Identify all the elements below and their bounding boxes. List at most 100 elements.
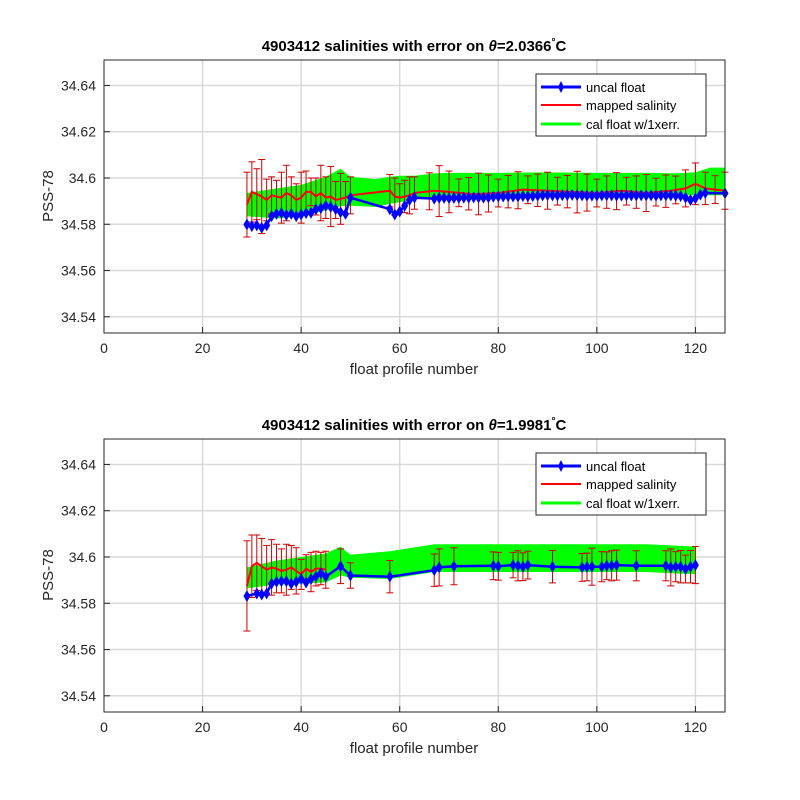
uncal-float-point (558, 189, 566, 202)
legend-mapped-label: mapped salinity (586, 477, 677, 492)
uncal-float-point (549, 560, 556, 573)
uncal-float-point (657, 189, 665, 202)
legend-uncal-marker (558, 81, 564, 93)
legend-mapped-label: mapped salinity (586, 98, 677, 113)
axes-frame (103, 59, 726, 334)
y-tick-label: 34.6 (69, 549, 96, 565)
y-tick-label: 34.54 (61, 309, 96, 325)
x-tick-label: 100 (585, 340, 609, 356)
x-tick-label: 60 (392, 340, 408, 356)
uncal-float-point (519, 560, 527, 573)
uncal-float-point (608, 189, 616, 202)
uncal-float-point (337, 206, 345, 219)
y-tick-label: 34.62 (61, 503, 96, 519)
y-axis-label: PSS-78 (40, 170, 57, 222)
y-tick-label: 34.62 (61, 124, 96, 140)
axes-frame (103, 438, 726, 713)
x-tick-label: 20 (195, 340, 211, 356)
uncal-float-point (514, 190, 522, 203)
uncal-float-point (282, 209, 290, 222)
uncal-float-point (411, 191, 418, 204)
uncal-float-point (475, 191, 483, 204)
y-tick-label: 34.54 (61, 688, 96, 704)
uncal-float-point (489, 559, 497, 572)
y-tick-label: 34.6 (69, 170, 96, 186)
uncal-float-point (637, 189, 645, 202)
uncal-float-point (618, 189, 625, 202)
uncal-float-point (563, 189, 571, 202)
uncal-float-point (489, 190, 497, 203)
uncal-float-point (583, 560, 591, 573)
uncal-float-point (277, 207, 285, 220)
mapped-salinity-line (245, 561, 327, 587)
uncal-float-point (322, 570, 330, 583)
uncal-float-point (435, 191, 443, 204)
uncal-float-point (627, 189, 635, 202)
uncal-float-point (460, 191, 468, 204)
uncal-float-point (440, 191, 448, 204)
uncal-float-point (682, 563, 690, 576)
uncal-float-point (662, 189, 670, 202)
uncal-float-point (534, 189, 542, 202)
chart-panel-bottom: 4903412 salinities with error on θ=1.998… (40, 416, 726, 757)
uncal-float-point (287, 207, 295, 220)
uncal-float-point (484, 191, 492, 204)
uncal-float-point (327, 200, 335, 213)
uncal-float-point (263, 219, 271, 232)
uncal-float-point (632, 189, 640, 202)
uncal-float-point (691, 192, 699, 205)
y-ticks: 34.54 34.56 34.58 34.6 34.62 34.64 (61, 456, 110, 704)
x-tick-label: 0 (100, 719, 108, 735)
legend-uncal-marker (558, 460, 564, 472)
uncal-float-point (346, 191, 354, 204)
uncal-float-point (386, 203, 394, 216)
uncal-float-point (553, 189, 561, 202)
x-ticks: 0 20 40 60 80 100 120 (100, 327, 707, 356)
y-axis-label: PSS-78 (40, 549, 57, 601)
uncal-float-point (322, 199, 330, 212)
legend-box (535, 73, 707, 137)
uncal-float-point (509, 190, 517, 203)
uncal-float-point (667, 561, 675, 574)
mapped-salinity-series (245, 561, 327, 587)
x-tick-label: 0 (100, 340, 108, 356)
uncal-float-series (243, 187, 729, 234)
chart-title: 4903412 salinities with error on θ=2.036… (262, 37, 567, 55)
y-tick-label: 34.56 (61, 642, 96, 658)
uncal-float-point (682, 191, 690, 204)
legend: uncal float mapped salinity cal float w/… (535, 452, 707, 516)
uncal-float-point (342, 207, 349, 220)
uncal-float-point (273, 575, 280, 588)
uncal-float-point (386, 570, 394, 583)
uncal-float-point (524, 190, 532, 203)
x-tick-label: 80 (490, 340, 506, 356)
legend-cal-label: cal float w/1xerr. (586, 496, 680, 511)
y-tick-label: 34.58 (61, 595, 96, 611)
uncal-float-point (642, 189, 650, 202)
uncal-float-point (243, 218, 251, 231)
uncal-float-point (450, 191, 458, 204)
uncal-float-point (529, 190, 537, 203)
uncal-float-point (667, 189, 675, 202)
uncal-float-point (470, 191, 478, 204)
uncal-float-point (578, 189, 586, 202)
uncal-float-point (677, 190, 685, 203)
uncal-float-point (578, 561, 586, 574)
uncal-float-point (583, 189, 591, 202)
uncal-float-point (430, 192, 438, 205)
uncal-float-point (312, 203, 320, 216)
uncal-float-point (450, 560, 458, 573)
uncal-float-point (598, 189, 606, 202)
uncal-float-point (263, 587, 271, 600)
x-tick-label: 40 (293, 719, 309, 735)
x-ticks: 0 20 40 60 80 100 120 (100, 706, 707, 735)
uncal-float-point (613, 559, 621, 572)
uncal-float-point (603, 559, 611, 572)
x-tick-label: 40 (293, 340, 309, 356)
uncal-float-point (613, 189, 621, 202)
uncal-float-point (282, 575, 290, 588)
x-tick-label: 60 (392, 719, 408, 735)
uncal-float-point (524, 559, 532, 572)
uncal-float-point (268, 210, 276, 223)
